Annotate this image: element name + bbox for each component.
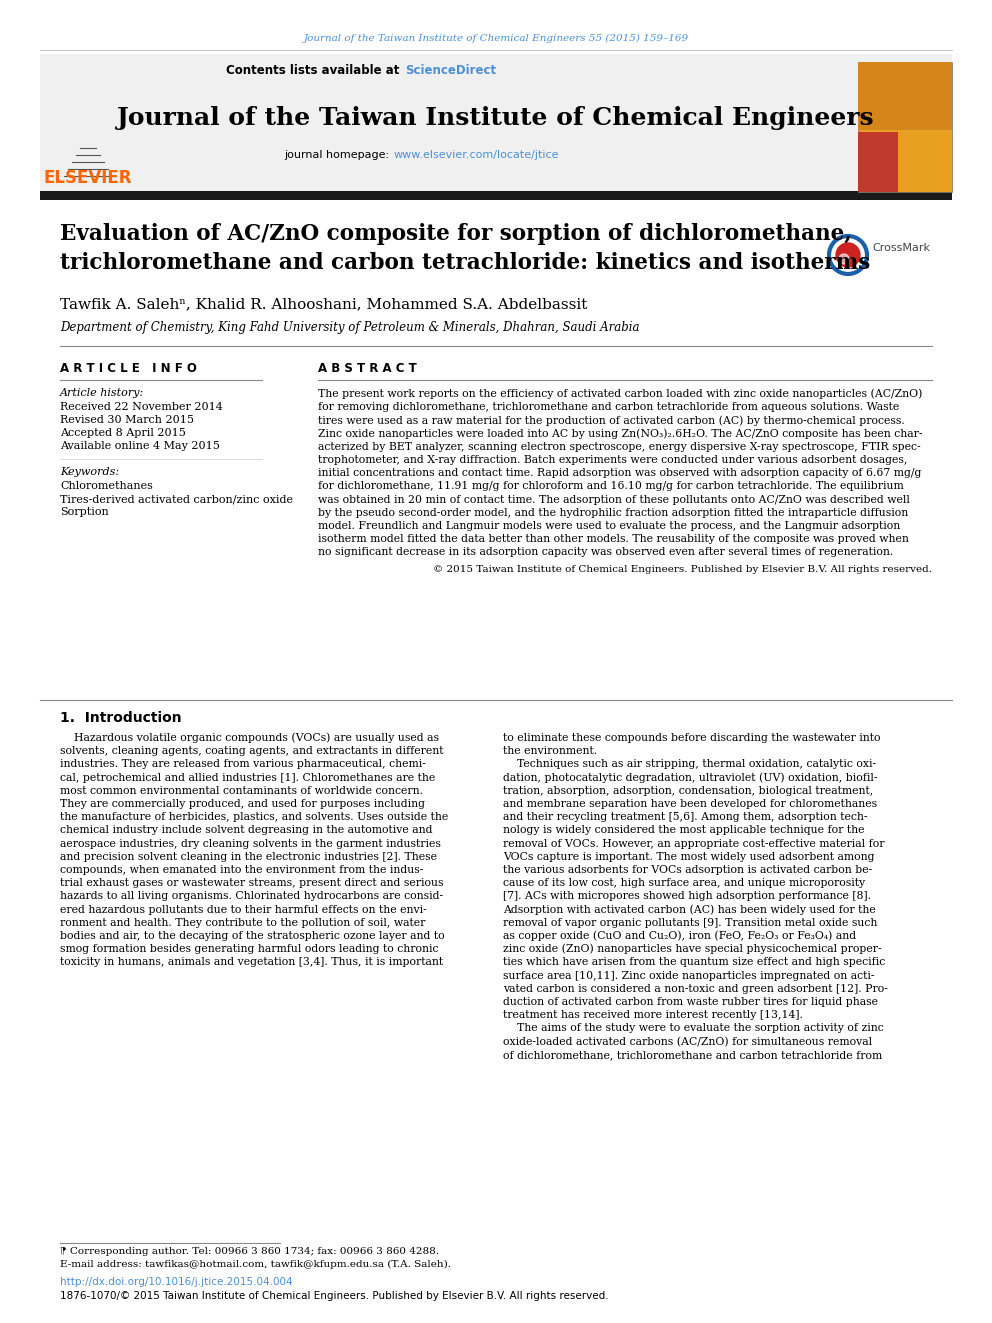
Text: Journal of the Taiwan Institute of Chemical Engineers: Journal of the Taiwan Institute of Chemi… (117, 106, 875, 130)
Text: cal, petrochemical and allied industries [1]. Chloromethanes are the: cal, petrochemical and allied industries… (60, 773, 435, 783)
Text: acterized by BET analyzer, scanning electron spectroscope, energy dispersive X-r: acterized by BET analyzer, scanning elec… (318, 442, 921, 451)
Text: toxicity in humans, animals and vegetation [3,4]. Thus, it is important: toxicity in humans, animals and vegetati… (60, 958, 443, 967)
Text: treatment has received more interest recently [13,14].: treatment has received more interest rec… (503, 1011, 803, 1020)
Text: Accepted 8 April 2015: Accepted 8 April 2015 (60, 429, 186, 438)
Text: vated carbon is considered a non-toxic and green adsorbent [12]. Pro-: vated carbon is considered a non-toxic a… (503, 984, 888, 994)
FancyBboxPatch shape (858, 132, 898, 192)
Text: the manufacture of herbicides, plastics, and solvents. Uses outside the: the manufacture of herbicides, plastics,… (60, 812, 448, 822)
Text: for removing dichloromethane, trichloromethane and carbon tetrachloride from aqu: for removing dichloromethane, trichlorom… (318, 402, 900, 413)
Text: Department of Chemistry, King Fahd University of Petroleum & Minerals, Dhahran, : Department of Chemistry, King Fahd Unive… (60, 321, 640, 335)
Text: Chloromethanes: Chloromethanes (60, 482, 153, 491)
Text: ELSEVIER: ELSEVIER (44, 169, 132, 187)
Text: the various adsorbents for VOCs adsorption is activated carbon be-: the various adsorbents for VOCs adsorpti… (503, 865, 872, 875)
Text: oxide-loaded activated carbons (AC/ZnO) for simultaneous removal: oxide-loaded activated carbons (AC/ZnO) … (503, 1036, 872, 1046)
Text: 1.  Introduction: 1. Introduction (60, 710, 182, 725)
Text: Zinc oxide nanoparticles were loaded into AC by using Zn(NO₃)₂.6H₂O. The AC/ZnO : Zinc oxide nanoparticles were loaded int… (318, 429, 923, 439)
Text: and their recycling treatment [5,6]. Among them, adsorption tech-: and their recycling treatment [5,6]. Amo… (503, 812, 867, 822)
Text: nology is widely considered the most applicable technique for the: nology is widely considered the most app… (503, 826, 864, 835)
Text: to eliminate these compounds before discarding the wastewater into: to eliminate these compounds before disc… (503, 733, 881, 744)
Text: A B S T R A C T: A B S T R A C T (318, 361, 417, 374)
Text: bodies and air, to the decaying of the stratospheric ozone layer and to: bodies and air, to the decaying of the s… (60, 931, 444, 941)
Text: CrossMark: CrossMark (872, 243, 930, 253)
Text: solvents, cleaning agents, coating agents, and extractants in different: solvents, cleaning agents, coating agent… (60, 746, 443, 757)
Text: Article history:: Article history: (60, 388, 144, 398)
Text: http://dx.doi.org/10.1016/j.jtice.2015.04.004: http://dx.doi.org/10.1016/j.jtice.2015.0… (60, 1277, 293, 1287)
Text: was obtained in 20 min of contact time. The adsorption of these pollutants onto : was obtained in 20 min of contact time. … (318, 495, 910, 504)
Text: Techniques such as air stripping, thermal oxidation, catalytic oxi-: Techniques such as air stripping, therma… (503, 759, 876, 770)
Text: ronment and health. They contribute to the pollution of soil, water: ronment and health. They contribute to t… (60, 918, 426, 927)
Text: zinc oxide (ZnO) nanoparticles have special physicochemical proper-: zinc oxide (ZnO) nanoparticles have spec… (503, 943, 882, 954)
Text: initial concentrations and contact time. Rapid adsorption was observed with adso: initial concentrations and contact time.… (318, 468, 922, 478)
Text: surface area [10,11]. Zinc oxide nanoparticles impregnated on acti-: surface area [10,11]. Zinc oxide nanopar… (503, 971, 875, 980)
Circle shape (839, 254, 849, 265)
Text: industries. They are released from various pharmaceutical, chemi-: industries. They are released from vario… (60, 759, 426, 770)
Text: trial exhaust gases or wastewater streams, present direct and serious: trial exhaust gases or wastewater stream… (60, 878, 443, 888)
Text: Hazardous volatile organic compounds (VOCs) are usually used as: Hazardous volatile organic compounds (VO… (60, 733, 439, 744)
Text: The present work reports on the efficiency of activated carbon loaded with zinc : The present work reports on the efficien… (318, 389, 923, 400)
Text: Tawfik A. Salehⁿ, Khalid R. Alhooshani, Mohammed S.A. Abdelbassit: Tawfik A. Salehⁿ, Khalid R. Alhooshani, … (60, 296, 587, 311)
Text: Evaluation of AC/ZnO composite for sorption of dichloromethane,: Evaluation of AC/ZnO composite for sorpt… (60, 224, 852, 245)
Text: most common environmental contaminants of worldwide concern.: most common environmental contaminants o… (60, 786, 423, 796)
Text: journal homepage:: journal homepage: (285, 149, 393, 160)
Text: duction of activated carbon from waste rubber tires for liquid phase: duction of activated carbon from waste r… (503, 998, 878, 1007)
Text: no significant decrease in its adsorption capacity was observed even after sever: no significant decrease in its adsorptio… (318, 548, 893, 557)
Text: Journal of the Taiwan Institute of Chemical Engineers 55 (2015) 159–169: Journal of the Taiwan Institute of Chemi… (304, 33, 688, 42)
Text: hazards to all living organisms. Chlorinated hydrocarbons are consid-: hazards to all living organisms. Chlorin… (60, 892, 443, 901)
Text: cause of its low cost, high surface area, and unique microporosity: cause of its low cost, high surface area… (503, 878, 865, 888)
Text: VOCs capture is important. The most widely used adsorbent among: VOCs capture is important. The most wide… (503, 852, 875, 861)
Circle shape (836, 243, 860, 267)
Text: E-mail address: tawfikas@hotmail.com, tawfik@kfupm.edu.sa (T.A. Saleh).: E-mail address: tawfikas@hotmail.com, ta… (60, 1259, 451, 1269)
Text: trophotometer, and X-ray diffraction. Batch experiments were conducted under var: trophotometer, and X-ray diffraction. Ba… (318, 455, 908, 464)
Text: ties which have arisen from the quantum size effect and high specific: ties which have arisen from the quantum … (503, 958, 885, 967)
Text: Available online 4 May 2015: Available online 4 May 2015 (60, 441, 220, 451)
Text: 1876-1070/© 2015 Taiwan Institute of Chemical Engineers. Published by Elsevier B: 1876-1070/© 2015 Taiwan Institute of Che… (60, 1291, 609, 1301)
Text: Received 22 November 2014: Received 22 November 2014 (60, 402, 223, 411)
Text: by the pseudo second-order model, and the hydrophilic fraction adsorption fitted: by the pseudo second-order model, and th… (318, 508, 909, 517)
Text: isotherm model fitted the data better than other models. The reusability of the : isotherm model fitted the data better th… (318, 534, 909, 544)
Text: Adsorption with activated carbon (AC) has been widely used for the: Adsorption with activated carbon (AC) ha… (503, 905, 876, 916)
Text: They are commercially produced, and used for purposes including: They are commercially produced, and used… (60, 799, 425, 808)
Text: tration, absorption, adsorption, condensation, biological treatment,: tration, absorption, adsorption, condens… (503, 786, 873, 796)
Text: tires were used as a raw material for the production of activated carbon (AC) by: tires were used as a raw material for th… (318, 415, 905, 426)
Text: www.elsevier.com/locate/jtice: www.elsevier.com/locate/jtice (394, 149, 559, 160)
Text: ⁋ Corresponding author. Tel: 00966 3 860 1734; fax: 00966 3 860 4288.: ⁋ Corresponding author. Tel: 00966 3 860… (60, 1248, 439, 1257)
Text: Revised 30 March 2015: Revised 30 March 2015 (60, 415, 194, 425)
FancyBboxPatch shape (858, 62, 952, 130)
Text: Contents lists available at: Contents lists available at (226, 64, 404, 77)
Text: for dichloromethane, 11.91 mg/g for chloroform and 16.10 mg/g for carbon tetrach: for dichloromethane, 11.91 mg/g for chlo… (318, 482, 904, 491)
Text: removal of vapor organic pollutants [9]. Transition metal oxide such: removal of vapor organic pollutants [9].… (503, 918, 877, 927)
Text: Tires-derived activated carbon/zinc oxide: Tires-derived activated carbon/zinc oxid… (60, 493, 293, 504)
Text: [7]. ACs with micropores showed high adsorption performance [8].: [7]. ACs with micropores showed high ads… (503, 892, 871, 901)
Text: Sorption: Sorption (60, 507, 109, 517)
Text: smog formation besides generating harmful odors leading to chronic: smog formation besides generating harmfu… (60, 945, 438, 954)
Text: compounds, when emanated into the environment from the indus-: compounds, when emanated into the enviro… (60, 865, 424, 875)
Text: © 2015 Taiwan Institute of Chemical Engineers. Published by Elsevier B.V. All ri: © 2015 Taiwan Institute of Chemical Engi… (433, 565, 932, 574)
Text: and precision solvent cleaning in the electronic industries [2]. These: and precision solvent cleaning in the el… (60, 852, 437, 861)
FancyBboxPatch shape (40, 54, 952, 192)
Text: of dichloromethane, trichloromethane and carbon tetrachloride from: of dichloromethane, trichloromethane and… (503, 1049, 882, 1060)
Text: trichloromethane and carbon tetrachloride: kinetics and isotherms: trichloromethane and carbon tetrachlorid… (60, 251, 870, 274)
FancyBboxPatch shape (40, 191, 952, 200)
Text: and membrane separation have been developed for chloromethanes: and membrane separation have been develo… (503, 799, 877, 808)
Text: model. Freundlich and Langmuir models were used to evaluate the process, and the: model. Freundlich and Langmuir models we… (318, 521, 901, 531)
Text: The aims of the study were to evaluate the sorption activity of zinc: The aims of the study were to evaluate t… (503, 1024, 884, 1033)
Text: Keywords:: Keywords: (60, 467, 119, 478)
Text: the environment.: the environment. (503, 746, 597, 757)
Text: dation, photocatalytic degradation, ultraviolet (UV) oxidation, biofil-: dation, photocatalytic degradation, ultr… (503, 773, 878, 783)
Text: aerospace industries, dry cleaning solvents in the garment industries: aerospace industries, dry cleaning solve… (60, 839, 440, 848)
Text: removal of VOCs. However, an appropriate cost-effective material for: removal of VOCs. However, an appropriate… (503, 839, 885, 848)
Text: ScienceDirect: ScienceDirect (405, 64, 496, 77)
Text: as copper oxide (CuO and Cu₂O), iron (FeO, Fe₂O₃ or Fe₃O₄) and: as copper oxide (CuO and Cu₂O), iron (Fe… (503, 930, 856, 941)
Text: ered hazardous pollutants due to their harmful effects on the envi-: ered hazardous pollutants due to their h… (60, 905, 427, 914)
FancyBboxPatch shape (858, 62, 952, 192)
Text: chemical industry include solvent degreasing in the automotive and: chemical industry include solvent degrea… (60, 826, 433, 835)
Text: A R T I C L E   I N F O: A R T I C L E I N F O (60, 361, 196, 374)
